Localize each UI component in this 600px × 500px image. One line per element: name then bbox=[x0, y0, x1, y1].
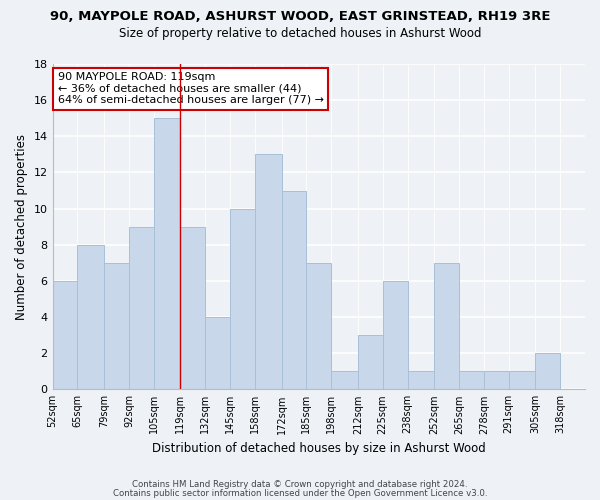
Bar bbox=[509, 371, 535, 390]
Bar bbox=[53, 281, 77, 390]
Text: 90 MAYPOLE ROAD: 119sqm
← 36% of detached houses are smaller (44)
64% of semi-de: 90 MAYPOLE ROAD: 119sqm ← 36% of detache… bbox=[58, 72, 324, 106]
Bar bbox=[77, 244, 104, 390]
Y-axis label: Number of detached properties: Number of detached properties bbox=[15, 134, 28, 320]
Bar bbox=[331, 371, 358, 390]
Bar bbox=[307, 263, 331, 390]
Bar bbox=[484, 371, 509, 390]
Bar bbox=[205, 317, 230, 390]
Bar bbox=[104, 263, 129, 390]
Text: 90, MAYPOLE ROAD, ASHURST WOOD, EAST GRINSTEAD, RH19 3RE: 90, MAYPOLE ROAD, ASHURST WOOD, EAST GRI… bbox=[50, 10, 550, 23]
Text: Size of property relative to detached houses in Ashurst Wood: Size of property relative to detached ho… bbox=[119, 28, 481, 40]
Bar bbox=[181, 226, 205, 390]
Bar bbox=[383, 281, 407, 390]
Bar bbox=[129, 226, 154, 390]
X-axis label: Distribution of detached houses by size in Ashurst Wood: Distribution of detached houses by size … bbox=[152, 442, 485, 455]
Bar bbox=[535, 353, 560, 390]
Bar bbox=[154, 118, 181, 390]
Bar bbox=[434, 263, 459, 390]
Bar bbox=[459, 371, 484, 390]
Bar bbox=[230, 208, 255, 390]
Text: Contains public sector information licensed under the Open Government Licence v3: Contains public sector information licen… bbox=[113, 488, 487, 498]
Bar bbox=[358, 335, 383, 390]
Bar bbox=[281, 190, 307, 390]
Text: Contains HM Land Registry data © Crown copyright and database right 2024.: Contains HM Land Registry data © Crown c… bbox=[132, 480, 468, 489]
Bar bbox=[407, 371, 434, 390]
Bar bbox=[255, 154, 281, 390]
